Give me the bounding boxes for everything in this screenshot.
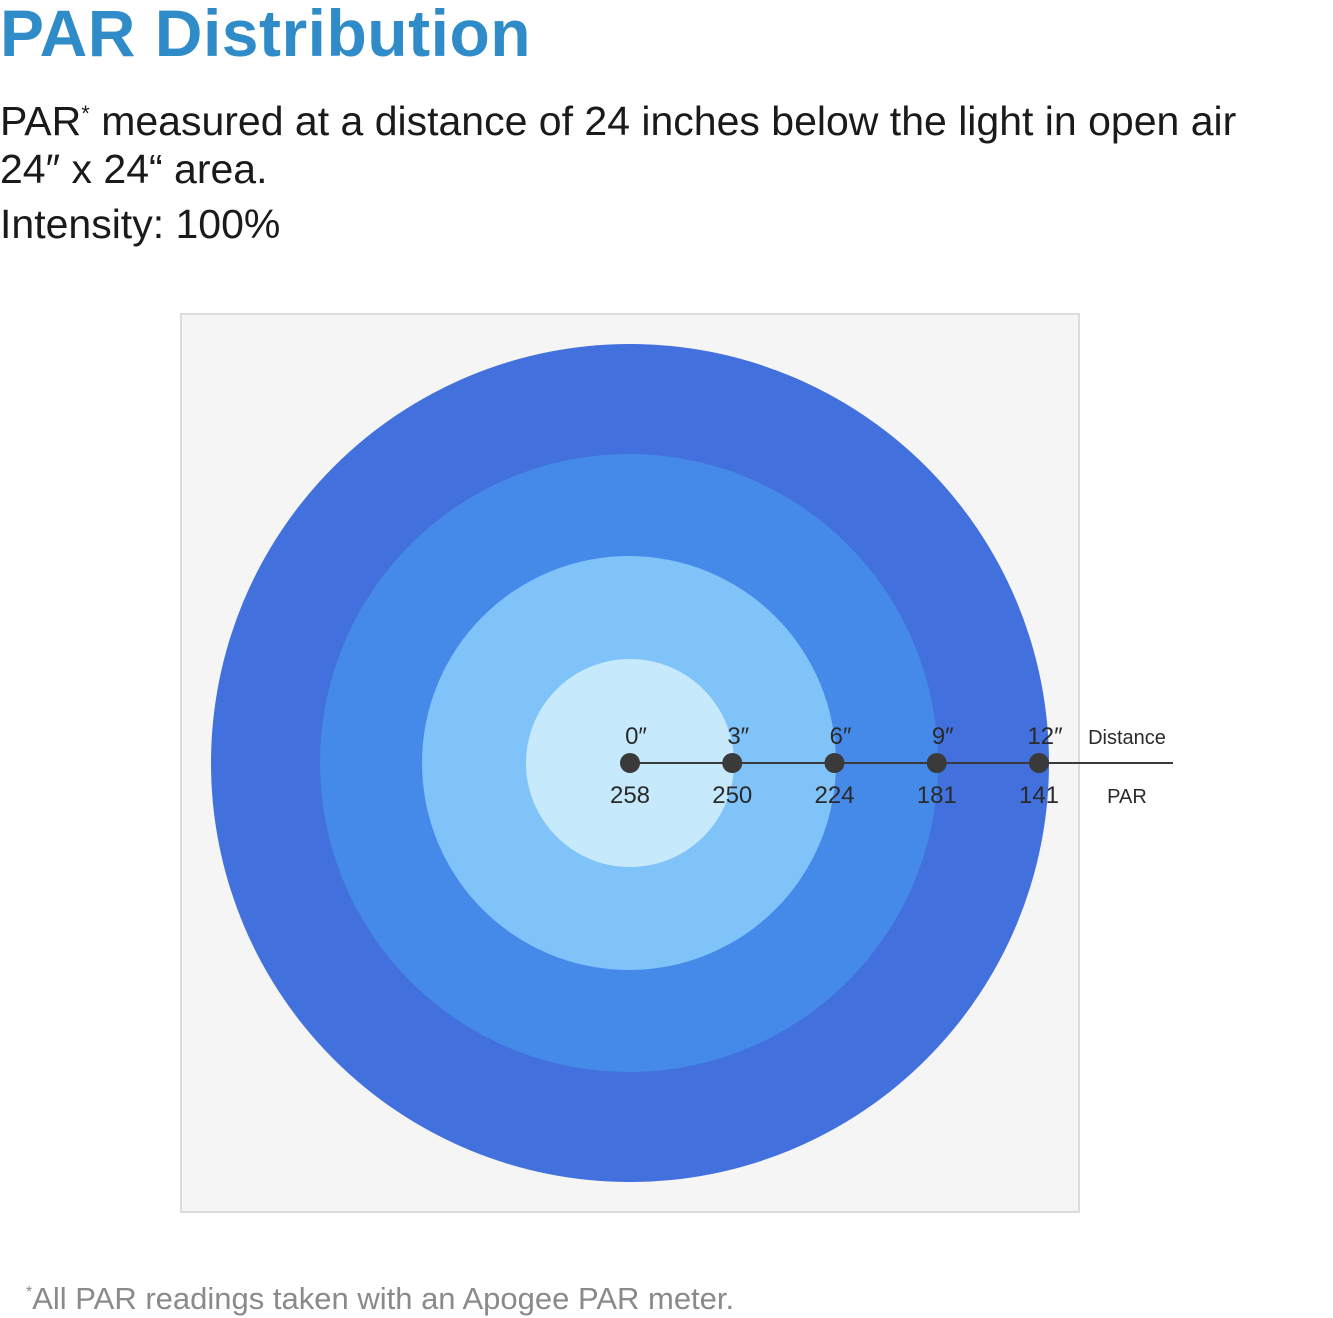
data-point-marker	[620, 753, 640, 773]
measurement-description-rest: measured at a distance of 24 inches belo…	[89, 98, 1237, 144]
distance-row-label: Distance	[1088, 727, 1166, 749]
data-point-marker	[824, 753, 845, 773]
data-points: 0″ 258 3″ 250 6″ 224 9″ 181 12″ 141	[610, 723, 1063, 809]
measurement-description: PAR* measured at a distance of 24 inches…	[0, 90, 1236, 145]
distance-tick-label: 0″	[625, 723, 647, 750]
par-abbrev: PAR	[0, 98, 82, 144]
par-row-label: PAR	[1107, 786, 1147, 808]
area-description: 24″ x 24“ area.	[0, 146, 268, 192]
distance-tick-label: 3″	[727, 723, 749, 750]
distance-tick-label: 6″	[830, 723, 852, 750]
data-point-marker	[926, 753, 947, 773]
footnote-text: All PAR readings taken with an Apogee PA…	[32, 1281, 735, 1316]
par-value-label: 258	[610, 782, 650, 809]
data-point-marker	[722, 753, 743, 773]
par-value-label: 181	[917, 782, 957, 809]
distance-tick-label: 9″	[932, 723, 954, 750]
data-point-marker	[1029, 753, 1049, 773]
par-value-label: 224	[814, 782, 854, 809]
distance-tick-label: 12″	[1027, 723, 1063, 750]
footnote: *All PAR readings taken with an Apogee P…	[26, 1274, 734, 1318]
page-title: PAR Distribution	[0, 0, 532, 70]
asterisk-mark: *	[81, 101, 90, 126]
footnote-asterisk: *	[26, 1284, 33, 1301]
par-value-label: 250	[712, 782, 752, 809]
intensity-description: Intensity: 100%	[0, 201, 281, 247]
par-value-label: 141	[1019, 782, 1059, 809]
